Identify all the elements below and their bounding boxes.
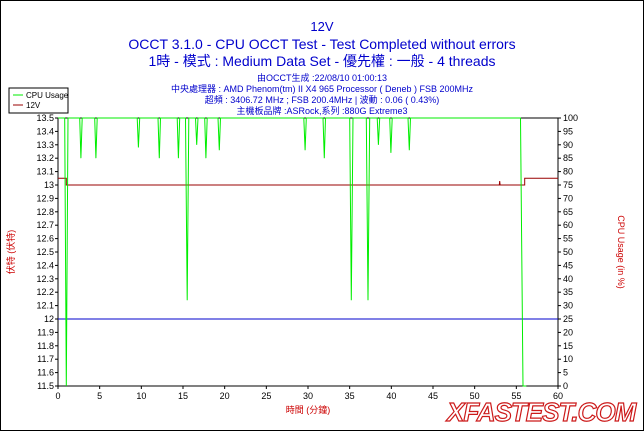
y-left-tick-label: 13.4 (36, 126, 54, 136)
y-left-tick-label: 12.7 (36, 220, 54, 230)
x-tick-label: 10 (136, 391, 146, 401)
y-right-tick-label: 10 (563, 354, 573, 364)
x-tick-label: 15 (178, 391, 188, 401)
info-clock: 超頻 : 3406.72 MHz ; FSB 200.4MHz | 波動 : 0… (205, 94, 439, 105)
y-right-tick-label: 70 (563, 193, 573, 203)
y-left-tick-label: 12.9 (36, 193, 54, 203)
legend: CPU Usage 12V (8, 87, 69, 114)
info-generated: 由OCCT生成 :22/08/10 01:00:13 (257, 72, 387, 83)
y-right-tick-label: 0 (563, 381, 568, 391)
series-line-cpu-usage (58, 117, 527, 387)
y-right-tick-label: 75 (563, 180, 573, 190)
axis-ticks: 11.5 11.6 11.7 11.8 11.9 12 12.1 12.2 12.3 12.4 12… (36, 113, 578, 401)
chart-subtitle: OCCT 3.1.0 - CPU OCCT Test - Test Comple… (128, 36, 515, 52)
y-left-tick-label: 13 (44, 180, 54, 190)
legend-box (8, 87, 69, 114)
info-motherboard: 主機板品牌 :ASRock,系列 :880G Extreme3 (236, 105, 407, 116)
y-right-tick-label: 90 (563, 140, 573, 150)
y-left-tick-label: 11.9 (37, 327, 54, 337)
y-right-tick-label: 45 (563, 260, 573, 270)
y-right-tick-label: 60 (563, 220, 573, 230)
y-left-tick-label: 12.3 (36, 274, 54, 284)
y-right-tick-label: 55 (563, 234, 573, 244)
x-tick-label: 30 (303, 391, 313, 401)
series-line-12v (58, 177, 558, 186)
y-left-tick-label: 12.8 (36, 207, 54, 217)
test-config: 1時 - 模式 : Medium Data Set - 優先權 : 一般 - 4… (149, 53, 496, 69)
y-right-tick-label: 50 (563, 247, 573, 257)
series-layer (58, 117, 558, 387)
y-left-tick-label: 12.2 (36, 287, 54, 297)
x-tick-label: 25 (261, 391, 271, 401)
y-right-tick-label: 20 (563, 327, 573, 337)
y-left-tick-label: 11.7 (37, 354, 54, 364)
y-right-tick-label: 65 (563, 207, 573, 217)
x-tick-label: 0 (55, 391, 60, 401)
y-left-tick-label: 13.3 (36, 140, 54, 150)
x-axis-label: 時間 (分鐘) (286, 404, 331, 415)
y-left-tick-label: 12.4 (36, 260, 54, 270)
y-left-tick-label: 12.6 (36, 234, 54, 244)
x-tick-label: 55 (511, 391, 521, 401)
y-right-tick-label: 95 (563, 126, 573, 136)
x-tick-label: 50 (470, 391, 480, 401)
y-left-tick-label: 11.6 (37, 368, 54, 378)
legend-label-cpu: CPU Usage (26, 91, 69, 100)
watermark-logo: XFASTEST.COM (445, 397, 638, 427)
chart-title: 12V (310, 19, 333, 34)
legend-label-12v: 12V (26, 101, 41, 110)
y-left-tick-label: 13.5 (36, 113, 54, 123)
y-right-tick-label: 5 (563, 368, 568, 378)
plot-area (57, 117, 559, 387)
y-right-tick-label: 85 (563, 153, 573, 163)
x-tick-label: 5 (97, 391, 102, 401)
y-right-tick-label: 40 (563, 274, 573, 284)
y-right-tick-label: 100 (563, 113, 578, 123)
y-left-tick-label: 12.5 (36, 247, 54, 257)
x-tick-label: 60 (553, 391, 563, 401)
y-left-tick-label: 13.2 (36, 153, 54, 163)
y-left-tick-label: 12.1 (36, 301, 54, 311)
x-tick-label: 35 (345, 391, 355, 401)
y-left-tick-label: 12 (44, 314, 54, 324)
y-axis-left-label: 伏特 (伏特) (5, 230, 16, 275)
x-tick-label: 40 (386, 391, 396, 401)
y-left-tick-label: 13.1 (36, 167, 54, 177)
y-right-tick-label: 30 (563, 301, 573, 311)
y-right-tick-label: 35 (563, 287, 573, 297)
y-right-tick-label: 80 (563, 167, 573, 177)
y-right-tick-label: 25 (563, 314, 573, 324)
y-left-tick-label: 11.5 (37, 381, 54, 391)
x-tick-label: 45 (428, 391, 438, 401)
x-tick-label: 20 (220, 391, 230, 401)
info-cpu: 中央處理器 : AMD Phenom(tm) II X4 965 Process… (171, 83, 474, 94)
y-axis-right-label: CPU Usage (in %) (616, 215, 626, 289)
y-right-tick-label: 15 (563, 341, 573, 351)
y-left-tick-label: 11.8 (37, 341, 54, 351)
